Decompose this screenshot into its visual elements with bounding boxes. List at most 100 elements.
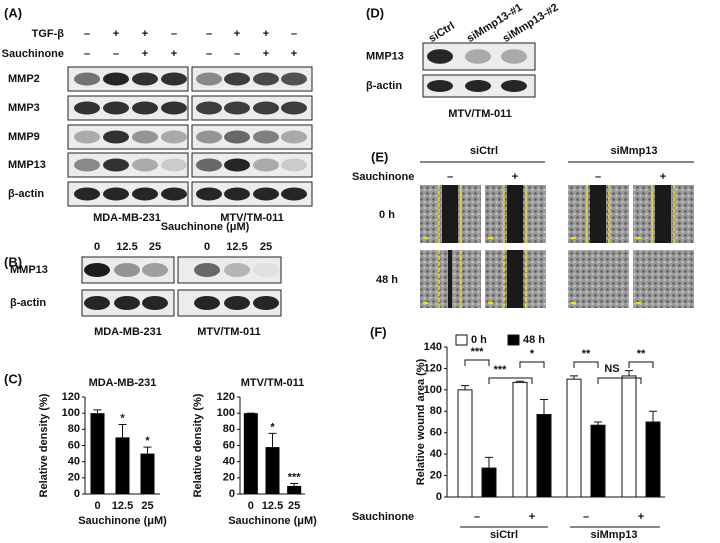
band — [253, 72, 279, 86]
band — [224, 101, 250, 115]
blot — [191, 124, 313, 150]
treatment-label: Sauchinone (μM) — [161, 221, 250, 233]
x-tick-label: + — [529, 511, 535, 523]
bar — [512, 381, 528, 498]
error-bar — [268, 432, 277, 448]
condition-sign: – — [206, 48, 212, 60]
y-tick-label: 60 — [223, 439, 235, 451]
band — [114, 262, 140, 278]
x-tick-label: – — [474, 511, 480, 523]
y-axis-label: Relative density (%) — [38, 393, 50, 497]
band — [103, 158, 129, 172]
y-tick-label: 80 — [223, 423, 235, 435]
y-tick-label: 120 — [217, 391, 235, 403]
error-bar — [625, 370, 633, 376]
band — [161, 187, 187, 201]
condition-label: Sauchinone — [2, 48, 64, 60]
y-tick-label: 120 — [62, 391, 80, 403]
band — [74, 158, 100, 172]
band — [253, 262, 279, 278]
error-bar — [118, 423, 127, 438]
condition-sign: + — [291, 48, 297, 60]
y-tick-label: 100 — [62, 407, 80, 419]
band — [281, 101, 307, 115]
error-bar — [93, 409, 102, 414]
y-tick-label: 100 — [217, 407, 235, 419]
y-tick-label: 40 — [223, 456, 235, 468]
bar — [457, 389, 473, 498]
lane-label: 0 — [204, 241, 210, 253]
band — [465, 80, 491, 92]
panel-label: (E) — [371, 149, 388, 164]
wound-gap — [442, 185, 458, 243]
band — [196, 130, 222, 144]
bar — [590, 424, 606, 498]
band — [74, 72, 100, 86]
band — [427, 80, 453, 92]
band — [103, 130, 129, 144]
blot-label: β-actin — [10, 297, 46, 309]
lane-label: 12.5 — [116, 241, 137, 253]
bar — [243, 413, 258, 494]
error-bar — [461, 385, 469, 390]
band — [224, 130, 250, 144]
error-bar — [485, 456, 493, 469]
legend-label: 48 h — [523, 334, 545, 346]
bar — [645, 421, 661, 498]
chart-title: MDA-MB-231 — [89, 377, 157, 389]
band — [194, 295, 220, 311]
bracket — [488, 377, 533, 384]
band — [253, 187, 279, 201]
bracket — [519, 361, 545, 368]
band — [224, 158, 250, 172]
band — [132, 158, 158, 172]
significance: *** — [494, 364, 508, 376]
band — [142, 262, 168, 278]
band — [281, 72, 307, 86]
sign: – — [447, 171, 453, 183]
bar — [90, 413, 105, 494]
y-tick-label: 100 — [424, 384, 442, 396]
blot-label: MMP13 — [366, 50, 404, 62]
band — [465, 49, 491, 64]
wound-gap — [448, 250, 452, 308]
y-tick-label: 20 — [223, 472, 235, 484]
legend-label: 0 h — [471, 334, 487, 346]
sign: + — [512, 171, 518, 183]
band — [281, 130, 307, 144]
cell-line: MTV/TM-011 — [448, 108, 512, 120]
x-tick-label: 25 — [288, 500, 300, 512]
cell-line: MDA-MB-231 — [94, 326, 162, 338]
lane-label: 25 — [149, 241, 161, 253]
x-axis-label: Sauchinone — [352, 511, 414, 523]
chart-title: MTV/TM-011 — [241, 377, 305, 389]
y-tick-label: 80 — [430, 405, 442, 417]
blot-label: MMP13 — [10, 264, 48, 276]
x-tick-label: 0 — [248, 500, 254, 512]
bracket — [464, 359, 490, 366]
legend-swatch — [455, 334, 468, 346]
wound-gap — [507, 185, 523, 243]
band — [224, 295, 250, 311]
blot-label: MMP9 — [8, 131, 40, 143]
y-tick-label: 60 — [430, 427, 442, 439]
significance: * — [145, 435, 150, 447]
wound-image — [633, 250, 694, 308]
panel-label: (B) — [4, 254, 22, 269]
condition-sign: + — [142, 48, 148, 60]
x-tick-label: 12.5 — [112, 500, 133, 512]
y-axis-label: Relative density (%) — [192, 393, 204, 497]
condition-sign: – — [206, 28, 212, 40]
condition-sign: + — [263, 28, 269, 40]
significance: NS — [604, 363, 619, 375]
timepoint: 48 h — [376, 274, 398, 286]
band — [196, 72, 222, 86]
blot-label: β-actin — [8, 188, 44, 200]
group-label: siMmp13 — [590, 529, 637, 541]
blot-label: MMP3 — [8, 102, 40, 114]
y-tick-label: 40 — [430, 448, 442, 460]
blot-label: MMP13 — [8, 159, 46, 171]
condition-sign: + — [263, 48, 269, 60]
bar — [536, 414, 552, 498]
band — [74, 187, 100, 201]
